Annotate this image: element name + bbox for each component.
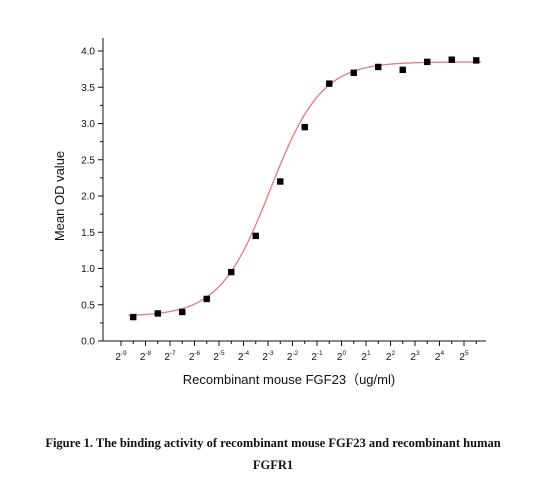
x-tick-label: 2-7	[164, 350, 176, 363]
y-tick-label: 1.0	[81, 264, 95, 275]
y-tick-label: 0.5	[81, 300, 95, 311]
x-tick-label: 23	[410, 350, 420, 363]
data-point	[350, 69, 357, 76]
data-point	[252, 232, 259, 240]
data-point	[179, 308, 186, 316]
data-points-layer	[130, 56, 480, 321]
data-point	[399, 66, 406, 74]
data-point	[375, 63, 382, 71]
fit-curve	[128, 61, 482, 317]
chart-axes	[98, 38, 486, 346]
x-tick-label: 2-6	[189, 350, 201, 363]
y-tick-label: 1.5	[81, 228, 95, 239]
figure-caption-line-1: Figure 1. The binding activity of recomb…	[45, 436, 501, 450]
y-tick-label: 2.5	[81, 155, 95, 166]
x-tick-label: 2-2	[287, 350, 299, 363]
x-tick-label: 2-1	[311, 350, 323, 363]
figure-caption-line-2: FGFR1	[252, 458, 294, 472]
x-tick-label: 2-8	[140, 350, 152, 363]
x-tick-label: 22	[386, 350, 396, 363]
x-tick-label: 21	[361, 350, 371, 363]
y-tick-label: 4.0	[81, 47, 95, 58]
data-point	[448, 56, 455, 63]
y-tick-label: 2.0	[81, 192, 95, 203]
x-axis-title: Recombinant mouse FGF23（ug/ml)	[183, 372, 395, 387]
data-point	[203, 295, 210, 303]
data-point	[228, 268, 235, 276]
data-point	[473, 57, 480, 64]
x-tick-label: 2-4	[238, 350, 250, 363]
y-tick-label: 0.0	[81, 337, 95, 348]
y-tick-label: 3.5	[81, 83, 95, 94]
y-tick-label: 3.0	[81, 119, 95, 130]
data-point	[130, 313, 137, 321]
data-point	[326, 80, 333, 87]
data-point	[424, 58, 431, 66]
data-point	[154, 310, 161, 317]
data-point	[301, 123, 308, 131]
y-axis-title: Mean OD value	[52, 151, 67, 241]
data-point	[277, 178, 284, 185]
x-tick-label: 24	[435, 350, 445, 363]
x-tick-label: 2-5	[213, 350, 225, 363]
x-tick-label: 2-3	[262, 350, 274, 363]
x-tick-label: 25	[459, 350, 469, 363]
tick-labels-layer: 0.0 0.5 1.0 1.5 2.0 2.5 3.0 3.5 4.0 2-9 2-8 2-7 2-6 2…	[81, 47, 469, 364]
x-tick-label: 20	[337, 350, 347, 363]
fit-curve-layer	[128, 61, 482, 317]
x-tick-label: 2-9	[115, 350, 127, 363]
